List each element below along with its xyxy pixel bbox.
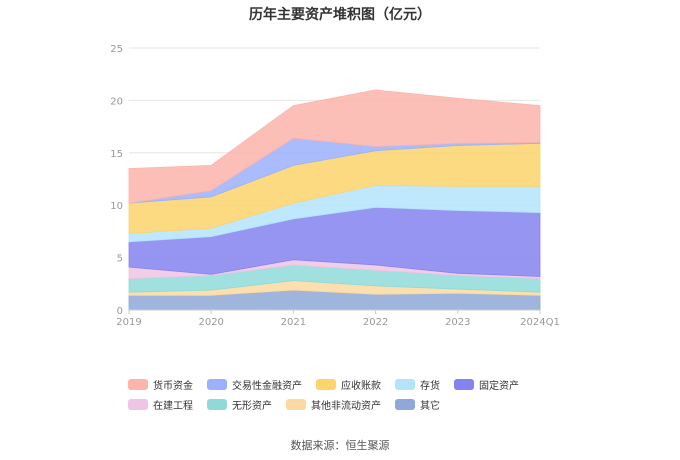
chart-title: 历年主要资产堆积图（亿元） xyxy=(249,7,431,23)
legend-swatch xyxy=(128,398,148,410)
legend-label: 货币资金 xyxy=(153,380,193,392)
legend-item[interactable]: 无形资产 xyxy=(207,398,272,412)
legend-swatch xyxy=(207,398,227,410)
legend-item[interactable]: 应收账款 xyxy=(316,378,381,392)
x-tick-label: 2019 xyxy=(116,317,141,328)
legend-item[interactable]: 其他非流动资产 xyxy=(286,398,381,412)
stacked-area-chart: 0 5 10 15 20 25 2019 2020 2021 2022 2023 2024Q1 xyxy=(110,44,560,328)
legend-item[interactable]: 存货 xyxy=(395,378,440,392)
x-tick-label: 2023 xyxy=(445,317,470,328)
legend-label: 其它 xyxy=(420,400,440,412)
legend-item[interactable]: 固定资产 xyxy=(454,378,519,392)
y-tick-label: 15 xyxy=(110,149,123,160)
x-tick-label: 2024Q1 xyxy=(520,317,560,328)
legend-label: 在建工程 xyxy=(153,400,193,412)
legend-swatch xyxy=(286,398,306,410)
legend-item[interactable]: 其它 xyxy=(395,398,440,412)
legend-swatch xyxy=(395,378,415,390)
legend-label: 无形资产 xyxy=(232,400,272,412)
y-tick-label: 20 xyxy=(110,96,123,107)
area-series-8 xyxy=(128,89,541,204)
legend-label: 固定资产 xyxy=(479,380,519,392)
y-tick-label: 0 xyxy=(117,306,123,317)
chart-legend: 货币资金 交易性金融资产 应收账款 存货 固定资产在建工程 无形资产 其他非流动资产 其它 xyxy=(128,378,588,412)
legend-label: 应收账款 xyxy=(341,380,381,392)
y-tick-label: 25 xyxy=(110,44,123,55)
legend-swatch xyxy=(207,378,227,390)
legend-swatch xyxy=(128,378,148,390)
legend-swatch xyxy=(395,398,415,410)
legend-label: 存货 xyxy=(420,380,440,392)
legend-swatch xyxy=(316,378,336,390)
legend-item[interactable]: 交易性金融资产 xyxy=(207,378,302,392)
legend-label: 其他非流动资产 xyxy=(311,400,381,412)
legend-item[interactable]: 在建工程 xyxy=(128,398,193,412)
legend-swatch xyxy=(454,378,474,390)
y-tick-label: 5 xyxy=(117,254,123,265)
legend-item[interactable]: 货币资金 xyxy=(128,378,193,392)
x-tick-label: 2020 xyxy=(198,317,223,328)
data-source-note: 数据来源：恒生聚源 xyxy=(290,439,390,452)
y-tick-label: 10 xyxy=(110,201,123,212)
x-tick-label: 2022 xyxy=(363,317,388,328)
legend-label: 交易性金融资产 xyxy=(232,380,302,392)
x-tick-label: 2021 xyxy=(281,317,306,328)
